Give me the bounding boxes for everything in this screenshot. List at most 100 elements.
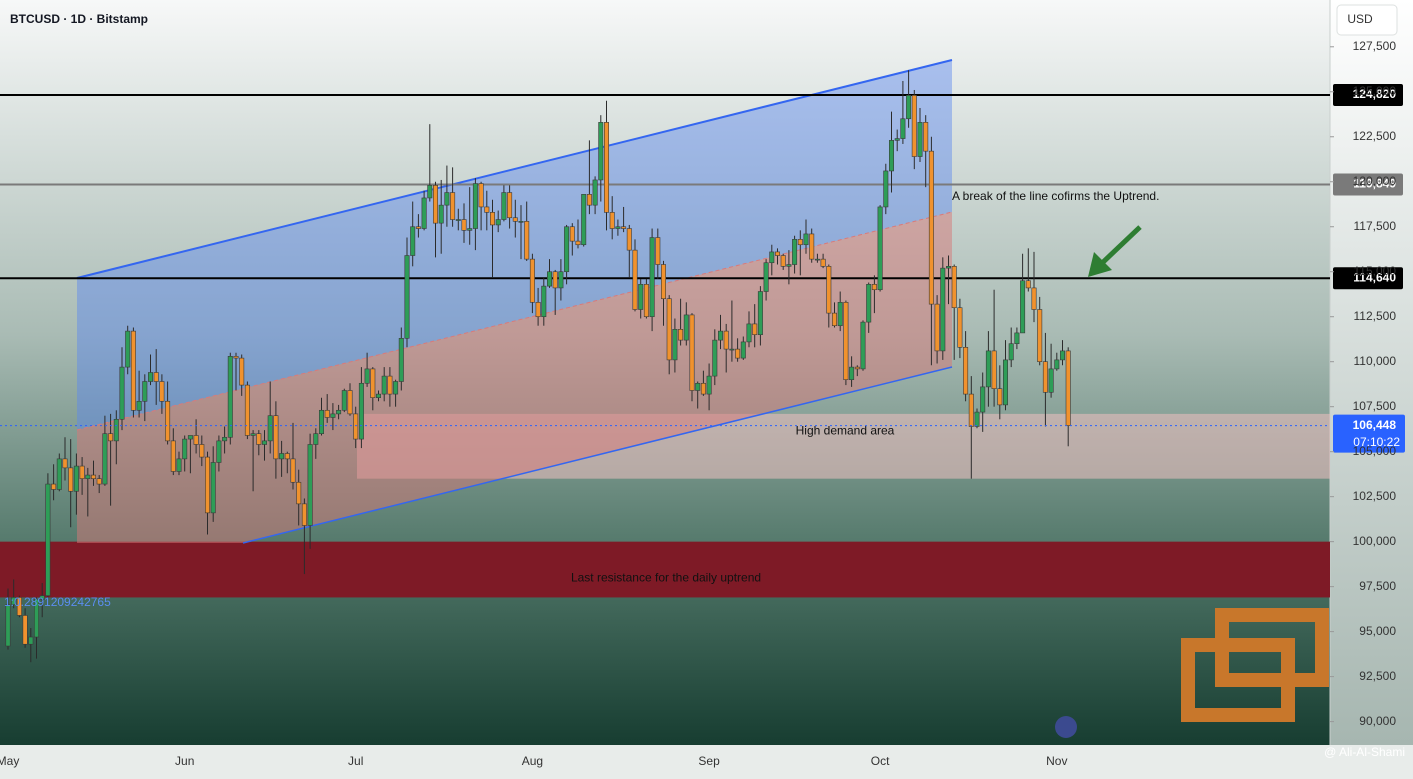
candle-body bbox=[814, 258, 820, 261]
ratio-text: 1:0.2891209242765 bbox=[4, 595, 111, 609]
candle-body bbox=[660, 264, 666, 300]
y-tick-label: 90,000 bbox=[1359, 714, 1396, 728]
candle-body bbox=[261, 440, 267, 445]
candle-body bbox=[564, 226, 570, 273]
candle-body bbox=[290, 458, 296, 483]
candle-body bbox=[586, 194, 592, 206]
candle-body bbox=[717, 330, 723, 341]
candle-body bbox=[546, 271, 552, 287]
currency-box[interactable] bbox=[1336, 4, 1398, 36]
candle-body bbox=[826, 266, 832, 314]
candle-body bbox=[159, 381, 165, 402]
candle-body bbox=[769, 251, 775, 264]
candle-body bbox=[193, 435, 199, 445]
candle-body bbox=[22, 615, 28, 645]
candle-body bbox=[575, 240, 581, 246]
candle-body bbox=[205, 456, 211, 514]
candle-body bbox=[153, 372, 159, 382]
candle-body bbox=[256, 433, 262, 445]
annotation: A break of the line cofirms the Uptrend. bbox=[952, 189, 1159, 203]
y-tick-label: 100,000 bbox=[1353, 534, 1397, 548]
channel-lower-line bbox=[242, 366, 953, 544]
x-tick-label: May bbox=[0, 754, 19, 768]
y-tick-label: 102,500 bbox=[1353, 489, 1397, 503]
level-tag bbox=[1333, 84, 1403, 107]
candle-body bbox=[643, 284, 649, 318]
candle-body bbox=[940, 267, 946, 352]
candle-body bbox=[119, 366, 125, 420]
x-tick-label: Jul bbox=[348, 754, 363, 768]
candle-body bbox=[182, 438, 188, 460]
candle-body bbox=[1014, 332, 1020, 345]
zone-label: High demand area bbox=[796, 423, 895, 437]
candle-body bbox=[820, 258, 826, 267]
candle-body bbox=[678, 329, 684, 341]
y-tick-label: 110,000 bbox=[1354, 354, 1397, 368]
candle-body bbox=[860, 321, 866, 370]
candle-body bbox=[735, 348, 741, 359]
countdown: 07:10:22 bbox=[1353, 435, 1400, 449]
candle-body bbox=[968, 393, 974, 427]
candle-body bbox=[461, 219, 467, 231]
candle-body bbox=[136, 400, 142, 411]
candle-body bbox=[752, 323, 758, 336]
candle-body bbox=[170, 440, 176, 472]
candle-body bbox=[296, 481, 302, 505]
candle-body bbox=[894, 138, 900, 141]
y-tick-label: 97,500 bbox=[1359, 579, 1396, 593]
candle-body bbox=[1042, 361, 1048, 393]
candle-body bbox=[1008, 343, 1014, 361]
level-label: 119,849 bbox=[1353, 177, 1396, 191]
level-tag bbox=[1333, 173, 1403, 196]
candle-body bbox=[227, 356, 233, 438]
candle-body bbox=[244, 384, 250, 436]
candle-body bbox=[393, 381, 399, 395]
candle-body bbox=[467, 228, 473, 231]
zone-label: Last resistance for the daily uptrend bbox=[571, 571, 761, 585]
candle-body bbox=[501, 192, 507, 220]
candle-body bbox=[142, 381, 148, 402]
candle-body bbox=[387, 375, 393, 395]
candle-body bbox=[68, 467, 74, 492]
candle-body bbox=[928, 150, 934, 305]
candle-body bbox=[997, 388, 1003, 406]
candle-body bbox=[780, 255, 786, 267]
channel-upper-fill bbox=[77, 60, 952, 430]
candle-body bbox=[199, 444, 205, 458]
candle-body bbox=[797, 239, 803, 246]
candle-body bbox=[353, 413, 359, 440]
candle-body bbox=[945, 266, 951, 269]
candle-body bbox=[472, 183, 478, 229]
currency: USD bbox=[1347, 12, 1373, 26]
candle-body bbox=[210, 462, 216, 514]
y-tick-label: 117,500 bbox=[1354, 219, 1397, 233]
candle-body bbox=[85, 474, 91, 479]
last-price-tag bbox=[1333, 414, 1405, 453]
time-axis-background bbox=[0, 745, 1413, 779]
candle-body bbox=[427, 185, 433, 199]
candle-body bbox=[672, 329, 678, 361]
candle-body bbox=[404, 255, 410, 339]
candle-body bbox=[706, 375, 712, 395]
candle-body bbox=[102, 433, 108, 485]
candle-body bbox=[569, 226, 575, 242]
candle-body bbox=[91, 474, 97, 479]
candle-body bbox=[746, 323, 752, 343]
candle-body bbox=[689, 314, 695, 391]
candle-body bbox=[592, 179, 598, 206]
candle-body bbox=[324, 409, 330, 418]
candle-body bbox=[176, 458, 182, 472]
candle-body bbox=[73, 465, 79, 492]
candle-body bbox=[421, 197, 427, 229]
candle-body bbox=[375, 393, 381, 398]
candle-body bbox=[609, 212, 615, 229]
candle-body bbox=[1060, 350, 1066, 361]
candle-body bbox=[957, 307, 963, 348]
y-tick-label: 92,500 bbox=[1359, 669, 1396, 683]
zone bbox=[0, 541, 1330, 598]
candle-body bbox=[125, 330, 131, 368]
candle-body bbox=[51, 483, 57, 490]
candle-body bbox=[581, 194, 587, 246]
candle-body bbox=[529, 258, 535, 303]
